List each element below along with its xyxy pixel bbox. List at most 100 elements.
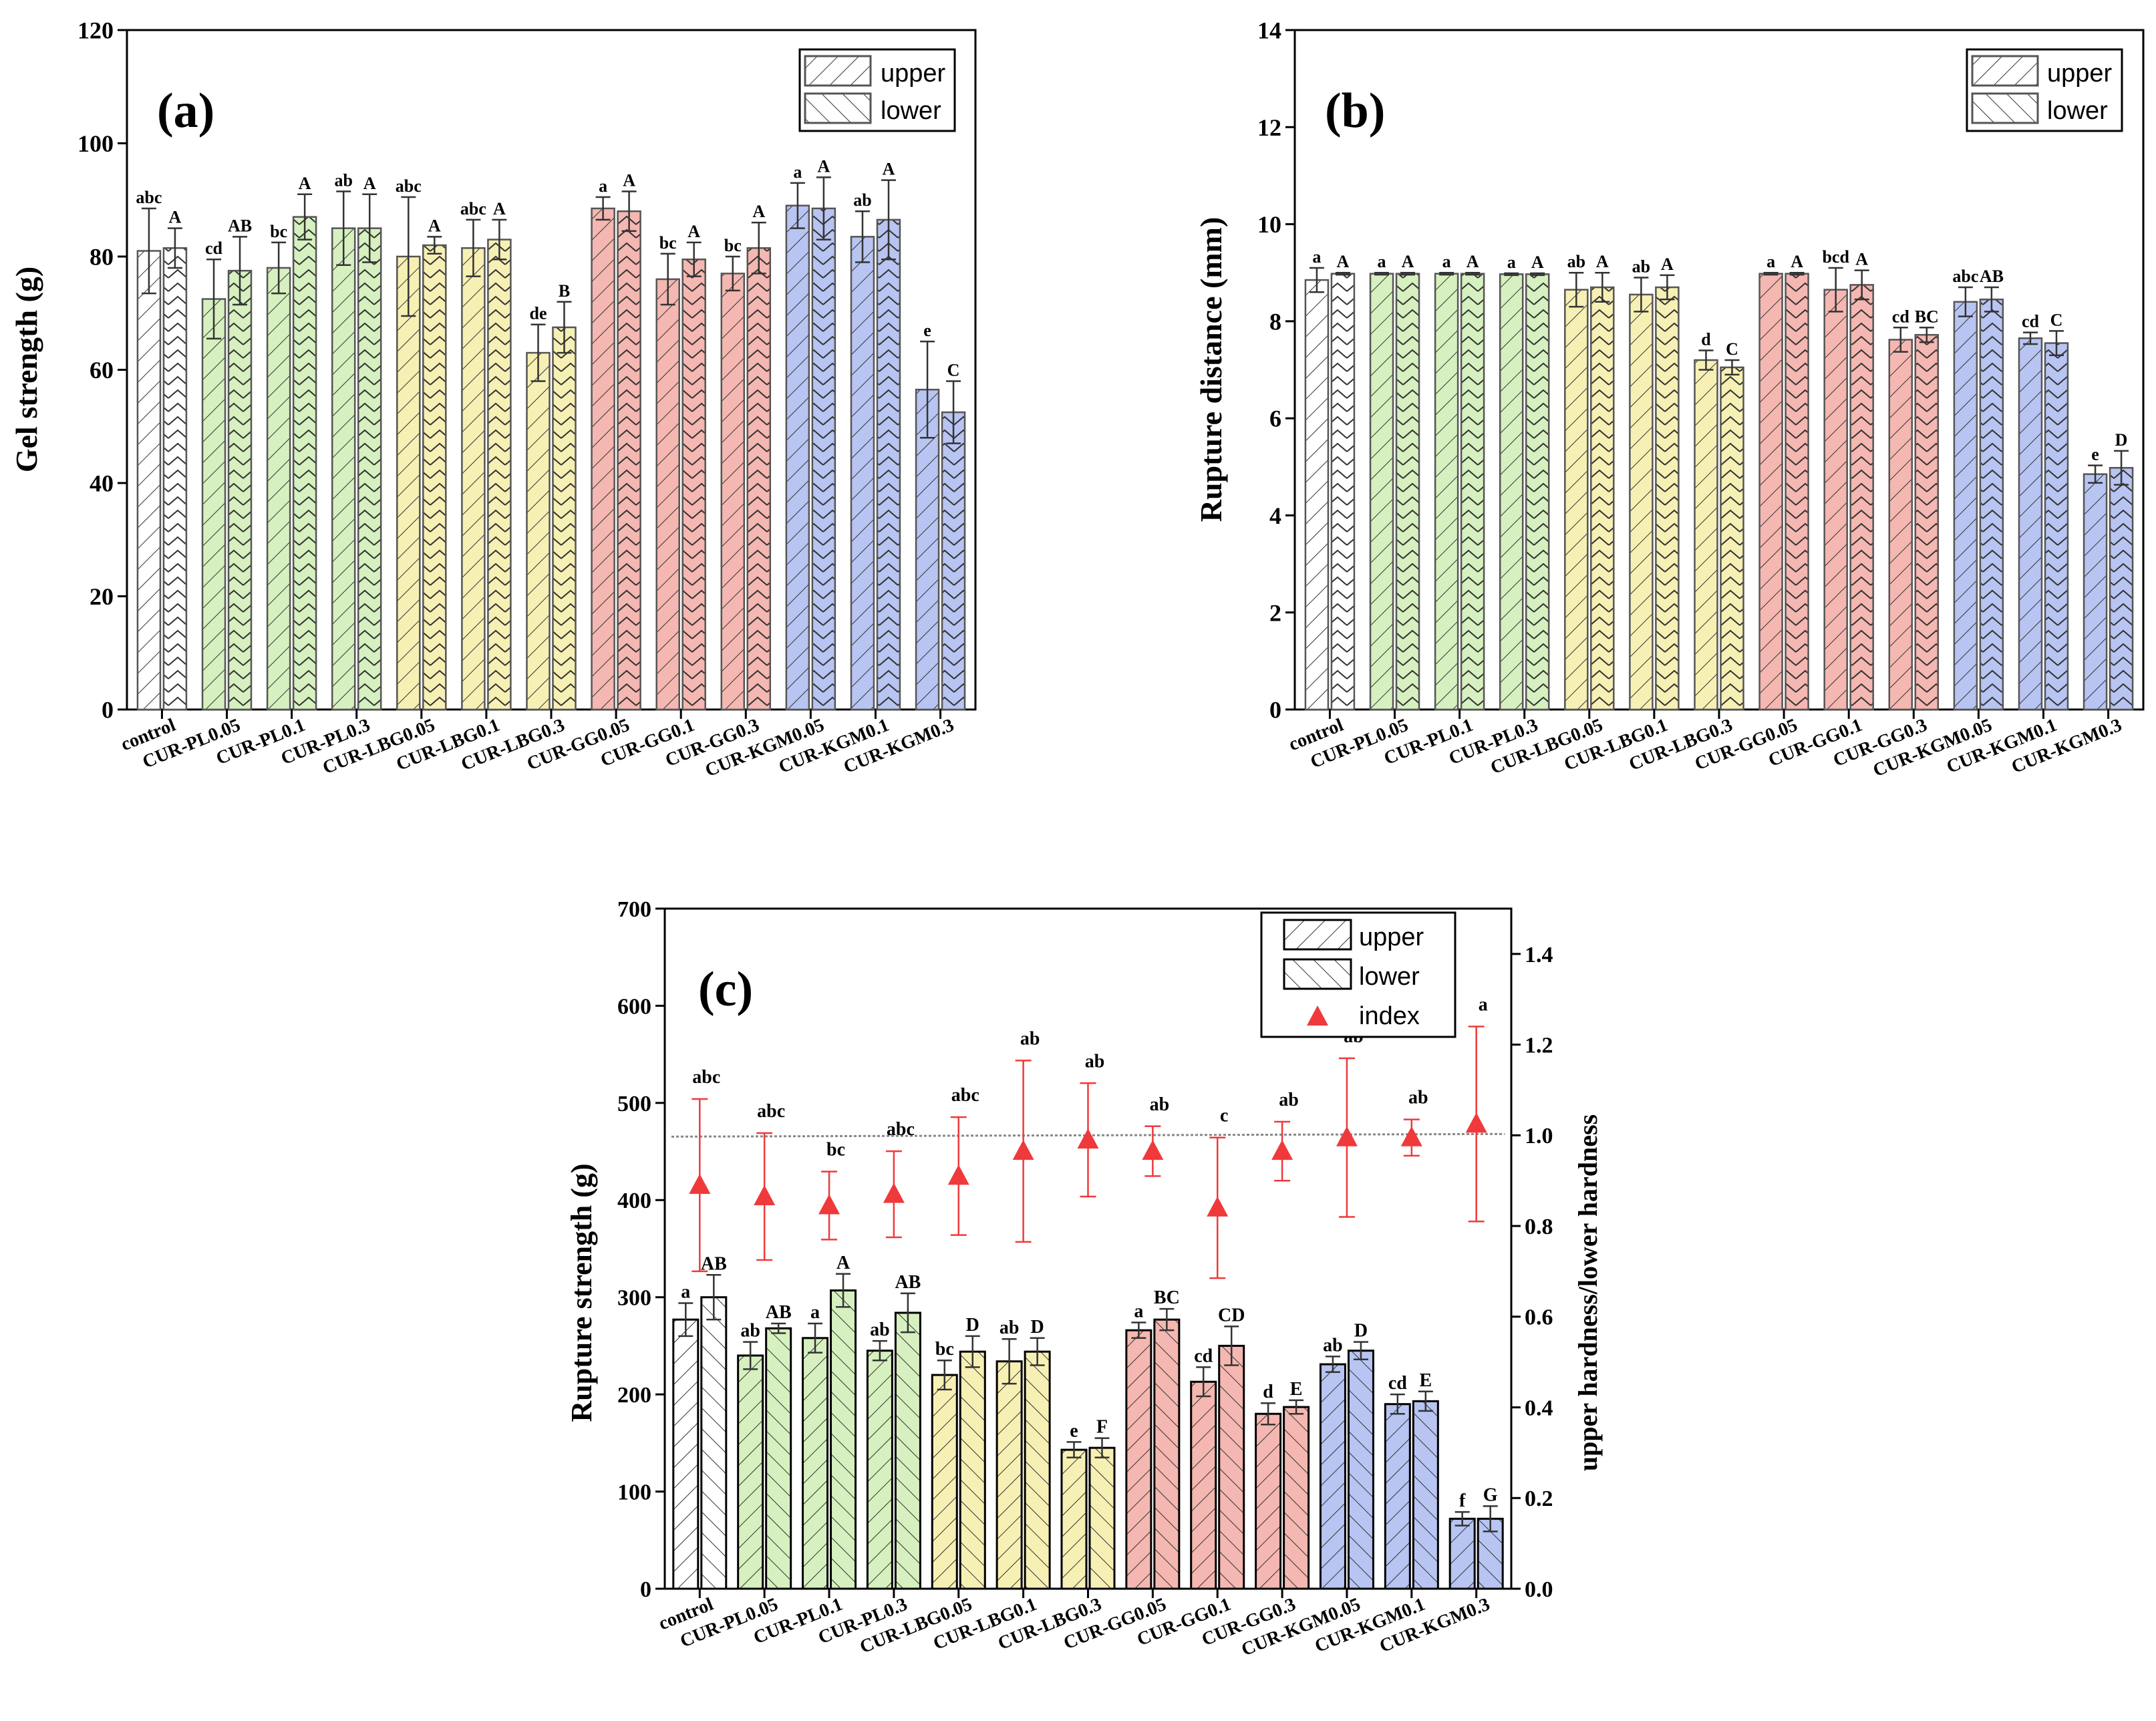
bar-upper-hatch [785,204,810,711]
bar-upper-hatch [1384,1403,1411,1590]
y-tick-label: 2 [1269,599,1281,626]
y-tick-label: 8 [1269,308,1281,335]
bar-upper-hatch [995,1360,1023,1590]
bar-lower-hatch [1720,366,1744,711]
bar-lower-hatch [765,1327,792,1590]
bar-upper-hatch [720,273,746,711]
significance-letter-lower: AB [766,1302,792,1323]
significance-letter-upper: cd [205,239,223,258]
bar-upper-hatch [866,1350,893,1590]
significance-letter-upper: bc [935,1339,954,1360]
y-tick-label: 100 [617,1480,651,1505]
bar-lower-hatch [1460,273,1485,711]
y-tick-label: 120 [78,17,114,44]
bar-lower-hatch [487,239,512,711]
bar-upper-hatch [1060,1448,1088,1590]
significance-letter-lower: A [1791,252,1803,271]
bar-upper-hatch [1694,359,1718,711]
legend-upper-swatch [804,55,872,87]
bar-lower-hatch [1153,1318,1181,1590]
legend-index-label: index [1359,1002,1420,1030]
legend-lower-swatch [1971,92,2039,124]
index-significance-letter: abc [757,1101,785,1122]
index-marker [1271,1140,1293,1160]
y-tick-label: 100 [78,130,114,157]
legend-lower-label: lower [2047,97,2108,125]
bar-lower-hatch [746,247,772,711]
plot-frame [126,29,977,711]
y2-tick-label: 1.0 [1525,1124,1553,1148]
significance-letter-upper: abc [1952,267,1978,286]
significance-letter-lower: A [1337,252,1350,271]
significance-letter-lower: D [1354,1321,1368,1342]
bar-lower-hatch [1979,298,2004,711]
significance-letter-upper: a [1766,252,1775,271]
index-marker [1142,1140,1164,1160]
significance-letter-lower: D [2115,430,2128,450]
y2-tick-label: 1.4 [1525,943,1553,967]
bar-upper-hatch [526,351,551,711]
index-marker [754,1185,776,1205]
bar-upper-hatch [1448,1517,1476,1590]
index-marker [689,1173,711,1194]
bar-lower-hatch [830,1289,857,1590]
index-marker [1400,1126,1422,1146]
significance-letter-upper: cd [1892,307,1910,326]
significance-letter-lower: AB [228,216,252,235]
bar-upper-hatch [201,298,226,711]
bar-upper-hatch [396,255,421,711]
index-marker [1077,1128,1099,1149]
significance-letter-lower: A [623,171,635,190]
significance-letter-lower: A [1596,252,1609,271]
bar-upper-hatch [802,1337,829,1590]
y-tick-label: 40 [90,470,114,497]
significance-letter-upper: d [1701,329,1711,349]
significance-letter-upper: d [1263,1382,1273,1402]
significance-letter-upper: ab [853,190,871,210]
significance-letter-lower: A [1661,255,1674,274]
significance-letter-lower: D [1031,1317,1044,1338]
legend-lower-swatch [1283,958,1352,990]
y2-tick-label: 0.4 [1525,1396,1553,1420]
bar-lower-hatch [2109,466,2134,711]
y2-tick-label: 0.6 [1525,1305,1553,1330]
y2-tick-label: 0.0 [1525,1577,1553,1602]
bar-lower-hatch [1347,1350,1374,1590]
significance-letter-lower: BC [1154,1287,1180,1308]
significance-letter-lower: A [1855,250,1868,269]
significance-letter-upper: abc [460,199,486,218]
y-tick-label: 400 [617,1189,651,1213]
y-tick-label: 12 [1257,114,1281,141]
y2-tick-label: 0.2 [1525,1487,1553,1511]
significance-letter-upper: a [681,1281,690,1302]
bar-lower-hatch [1218,1344,1245,1590]
bar-upper-hatch [1888,339,1913,711]
panel-c-y2label: upper hardness/lower hardness [1573,1114,1603,1471]
significance-letter-lower: C [2050,310,2063,329]
bar-lower-hatch [357,227,382,711]
bar-upper-hatch [1304,279,1330,711]
significance-letter-lower: A [363,174,376,193]
bar-lower-hatch [1024,1350,1051,1590]
panel-a-label: (a) [157,84,214,138]
bar-lower-hatch [894,1311,921,1590]
bar-lower-hatch [162,247,188,711]
y-tick-label: 6 [1269,406,1281,432]
bar-lower-hatch [700,1296,728,1590]
index-significance-letter: a [1479,994,1488,1015]
legend-lower-label: lower [1359,963,1420,991]
bar-upper-hatch [1125,1329,1152,1590]
legend-upper-swatch [1971,55,2039,87]
significance-letter-upper: a [1312,247,1321,267]
legend-upper-label: upper [881,59,946,88]
panel-c-plot: 0 100 200 300 400 500 600 700 0.0 0.2 0.4 0.6 0.8 1.0… [617,897,1553,1660]
panel-a-plot: 020406080100120abcAcontrolcdABCUR-PL0.05… [78,17,977,781]
significance-letter-upper: bc [659,233,677,253]
index-marker [1465,1112,1487,1133]
significance-letter-upper: a [599,176,607,196]
significance-letter-lower: A [1531,253,1544,272]
bar-lower-hatch [681,258,706,711]
legend-upper-label: upper [2047,59,2113,88]
significance-letter-upper: e [923,321,931,340]
significance-letter-lower: D [966,1315,979,1336]
